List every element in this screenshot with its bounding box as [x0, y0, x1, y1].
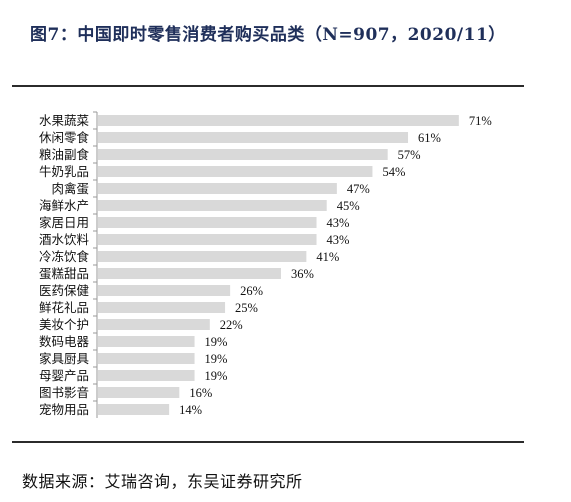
data-label: 45%: [337, 199, 360, 213]
bar: [98, 234, 317, 245]
bar: [98, 200, 327, 211]
category-label: 粮油副食: [39, 147, 90, 162]
data-label: 26%: [240, 284, 263, 298]
category-label: 家居日用: [39, 215, 89, 230]
data-label: 19%: [205, 352, 228, 366]
category-label: 医药保健: [39, 283, 90, 298]
bottom-rule: [12, 441, 524, 443]
data-label: 47%: [347, 182, 370, 196]
category-label: 鲜花礼品: [39, 300, 89, 315]
category-label: 蛋糕甜品: [39, 266, 89, 281]
category-label: 休闲零食: [39, 130, 90, 145]
data-label: 16%: [189, 386, 212, 400]
data-label: 43%: [327, 233, 350, 247]
bar: [98, 166, 373, 177]
category-label: 图书影音: [39, 385, 89, 400]
source-note: 数据来源：艾瑞咨询，东吴证券研究所: [22, 472, 303, 491]
category-label: 美妆个护: [39, 317, 89, 332]
category-label: 母婴产品: [39, 368, 89, 383]
category-label: 数码电器: [39, 334, 90, 349]
bar: [98, 217, 317, 228]
category-label: 宠物用品: [39, 402, 89, 417]
bar: [98, 183, 337, 194]
data-label: 54%: [382, 165, 405, 179]
bar: [98, 387, 180, 398]
data-label: 14%: [179, 403, 202, 417]
bar: [98, 370, 195, 381]
top-rule: [12, 85, 524, 87]
bar: [98, 285, 231, 296]
bar: [98, 353, 195, 364]
bar: [98, 115, 459, 126]
bar: [98, 404, 170, 415]
data-label: 61%: [418, 131, 441, 145]
category-label: 酒水饮料: [39, 232, 90, 247]
bar-chart: 水果蔬菜 71% 休闲零食 61% 粮油副食 57% 牛奶乳品 54% 肉禽蛋 47% 海鲜水产 45…: [39, 111, 492, 418]
category-label: 水果蔬菜: [39, 113, 90, 128]
bar: [98, 336, 195, 347]
bar: [98, 302, 226, 313]
data-label: 71%: [469, 114, 492, 128]
category-label: 冷冻饮食: [39, 249, 90, 264]
category-label: 海鲜水产: [39, 198, 89, 213]
bar: [98, 268, 281, 279]
data-label: 36%: [291, 267, 314, 281]
bar: [98, 132, 409, 143]
category-label: 肉禽蛋: [51, 181, 89, 196]
bar: [98, 319, 210, 330]
data-label: 19%: [205, 335, 228, 349]
category-label: 家具厨具: [39, 351, 90, 366]
data-label: 19%: [205, 369, 228, 383]
data-label: 22%: [220, 318, 243, 332]
data-label: 43%: [327, 216, 350, 230]
chart-title: 图7：中国即时零售消费者购买品类（N=907，2020/11）: [30, 25, 506, 45]
data-label: 41%: [316, 250, 339, 264]
bar: [98, 149, 388, 160]
data-label: 25%: [235, 301, 258, 315]
category-label: 牛奶乳品: [39, 164, 89, 179]
data-label: 57%: [398, 148, 421, 162]
bar: [98, 251, 307, 262]
